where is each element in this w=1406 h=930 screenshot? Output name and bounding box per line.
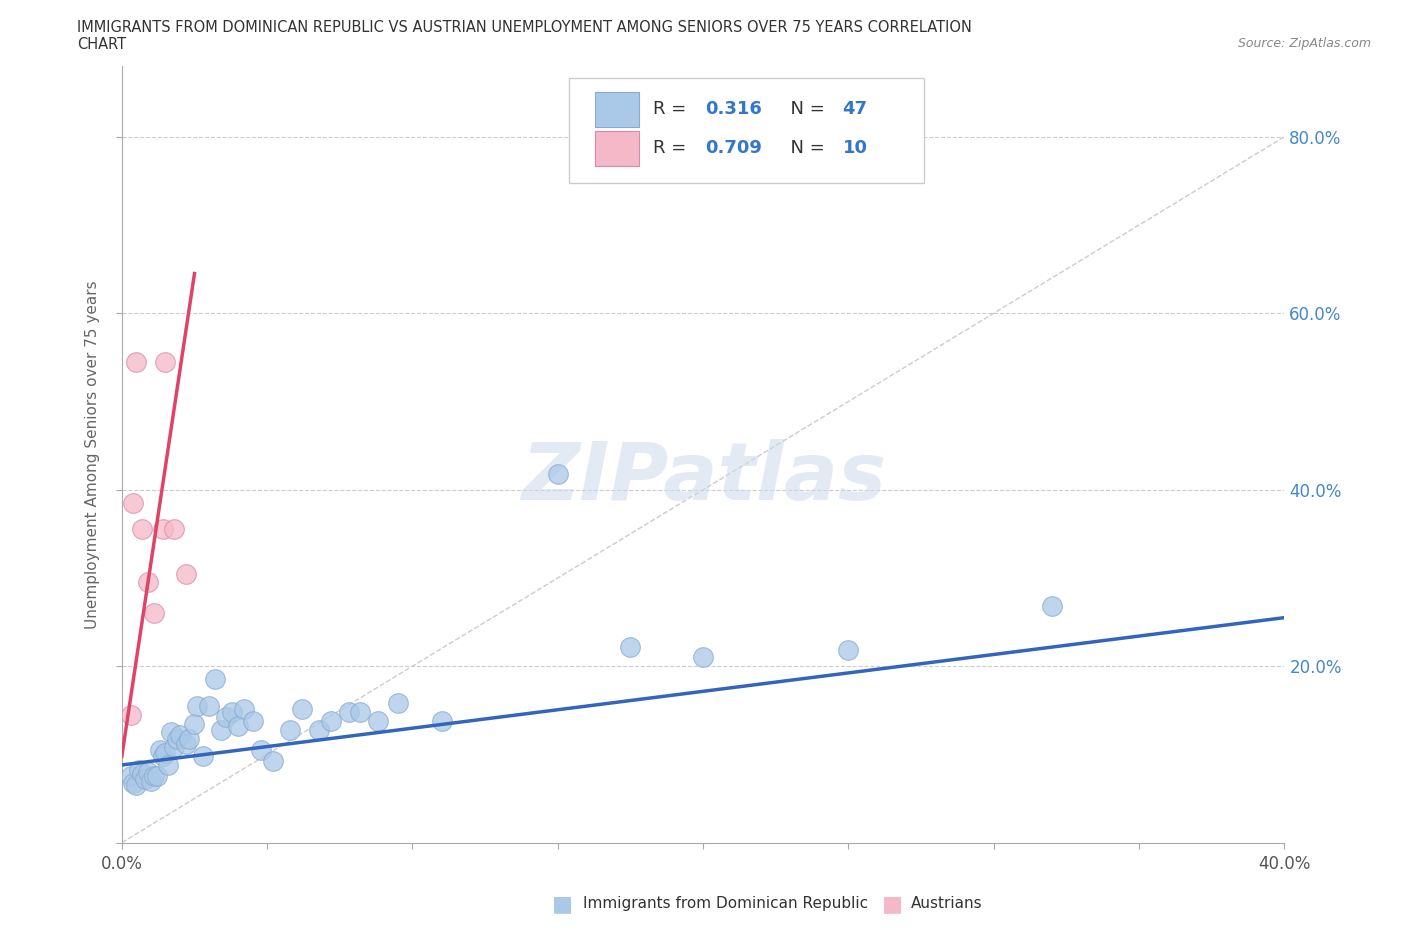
Point — [262, 754, 284, 769]
Text: R =: R = — [654, 139, 692, 156]
Point — [209, 723, 232, 737]
Point — [242, 713, 264, 728]
Text: ZIPatlas: ZIPatlas — [520, 439, 886, 517]
FancyBboxPatch shape — [595, 92, 640, 127]
Point — [152, 522, 174, 537]
Text: ■: ■ — [883, 894, 903, 914]
Text: Immigrants from Dominican Republic: Immigrants from Dominican Republic — [583, 897, 869, 911]
Point — [204, 672, 226, 687]
Point — [193, 749, 215, 764]
Text: N =: N = — [779, 139, 830, 156]
Point — [149, 742, 172, 757]
Text: 0.316: 0.316 — [706, 100, 762, 118]
Point — [232, 701, 254, 716]
Y-axis label: Unemployment Among Seniors over 75 years: Unemployment Among Seniors over 75 years — [86, 280, 100, 629]
Point — [226, 719, 249, 734]
Point — [387, 696, 409, 711]
Text: 47: 47 — [842, 100, 868, 118]
Point — [198, 698, 221, 713]
Point — [131, 766, 153, 781]
Text: N =: N = — [779, 100, 830, 118]
Point — [619, 639, 641, 654]
Point — [547, 466, 569, 481]
FancyBboxPatch shape — [569, 78, 924, 182]
Point — [122, 496, 145, 511]
Point — [692, 650, 714, 665]
Point — [142, 605, 165, 620]
Point — [349, 705, 371, 720]
Text: 10: 10 — [842, 139, 868, 156]
Text: ■: ■ — [553, 894, 572, 914]
Point — [163, 522, 186, 537]
Point — [160, 724, 183, 739]
Point — [136, 764, 159, 779]
Point — [183, 716, 205, 731]
Point — [186, 698, 208, 713]
Point — [120, 769, 142, 784]
Point — [1040, 599, 1063, 614]
Text: Source: ZipAtlas.com: Source: ZipAtlas.com — [1237, 37, 1371, 50]
Point — [177, 731, 200, 746]
Point — [169, 727, 191, 742]
Point — [155, 354, 177, 369]
Point — [250, 742, 273, 757]
Point — [131, 522, 153, 537]
Point — [155, 745, 177, 760]
Point — [139, 774, 162, 789]
Point — [215, 710, 238, 724]
Point — [134, 772, 156, 787]
Point — [291, 701, 314, 716]
Point — [837, 643, 859, 658]
Point — [157, 758, 180, 773]
Point — [128, 763, 150, 777]
Point — [337, 705, 360, 720]
Text: CHART: CHART — [77, 37, 127, 52]
Text: R =: R = — [654, 100, 692, 118]
Point — [430, 713, 453, 728]
Point — [174, 737, 197, 751]
Point — [136, 575, 159, 590]
Point — [174, 566, 197, 581]
Point — [125, 354, 148, 369]
Text: Austrians: Austrians — [911, 897, 983, 911]
Point — [152, 749, 174, 764]
Point — [319, 713, 342, 728]
Point — [122, 776, 145, 790]
Point — [120, 707, 142, 722]
FancyBboxPatch shape — [595, 130, 640, 166]
Point — [163, 740, 186, 755]
Point — [280, 723, 302, 737]
Point — [142, 769, 165, 784]
Point — [367, 713, 389, 728]
Text: 0.709: 0.709 — [706, 139, 762, 156]
Point — [221, 705, 243, 720]
Point — [145, 768, 167, 783]
Text: IMMIGRANTS FROM DOMINICAN REPUBLIC VS AUSTRIAN UNEMPLOYMENT AMONG SENIORS OVER 7: IMMIGRANTS FROM DOMINICAN REPUBLIC VS AU… — [77, 20, 972, 35]
Point — [166, 731, 188, 746]
Point — [125, 777, 148, 792]
Point — [308, 723, 330, 737]
